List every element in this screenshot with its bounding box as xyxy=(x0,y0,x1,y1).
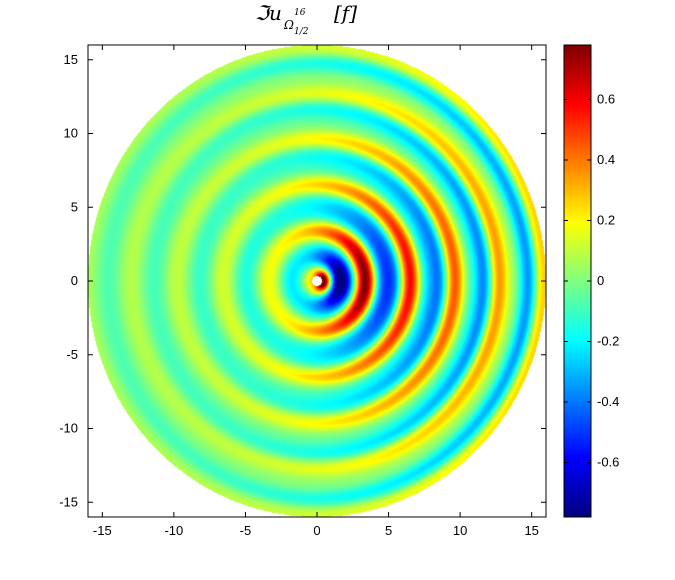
colorbar-tick-label: 0.2 xyxy=(597,212,615,227)
title-prefix: ℑu xyxy=(255,1,282,25)
title-subscript-base: Ω xyxy=(283,18,294,32)
x-tick-label: 0 xyxy=(313,523,320,538)
colorbar-tick-label: 0.4 xyxy=(597,152,615,167)
chart-title: ℑu Ω 16 1/2 [f] xyxy=(255,1,357,37)
y-tick-label: 0 xyxy=(71,273,78,288)
colorbar-tick-label: 0 xyxy=(597,273,604,288)
colorbar-gradient xyxy=(564,45,591,517)
colorbar-tick-label: -0.4 xyxy=(597,394,619,409)
y-tick-label: 15 xyxy=(64,52,78,67)
y-tick-label: -15 xyxy=(59,494,78,509)
x-tick-label: -10 xyxy=(164,523,183,538)
y-axis: -15 -10 -5 0 5 10 15 xyxy=(59,52,546,509)
y-tick-label: -5 xyxy=(66,347,78,362)
x-tick-label: -5 xyxy=(240,523,252,538)
title-superscript: 16 xyxy=(294,8,306,18)
x-tick-label: -15 xyxy=(93,523,112,538)
colorbar-axis: -0.6 -0.4 -0.2 0 0.2 0.4 0.6 xyxy=(564,91,619,470)
y-tick-label: -10 xyxy=(59,421,78,436)
heatmap-image xyxy=(88,45,546,517)
y-tick-label: 5 xyxy=(71,199,78,214)
colorbar-tick-label: -0.6 xyxy=(597,455,619,470)
colorbar-tick-label: -0.2 xyxy=(597,334,619,349)
y-tick-label: 10 xyxy=(64,126,78,141)
colorbar-tick-label: 0.6 xyxy=(597,91,615,106)
x-tick-label: 10 xyxy=(453,523,467,538)
x-tick-label: 5 xyxy=(385,523,392,538)
x-tick-label: 15 xyxy=(524,523,538,538)
title-subscript-sub: 1/2 xyxy=(294,27,309,37)
x-axis: -15 -10 -5 0 5 10 15 xyxy=(93,45,539,538)
title-argument: [f] xyxy=(334,1,357,25)
